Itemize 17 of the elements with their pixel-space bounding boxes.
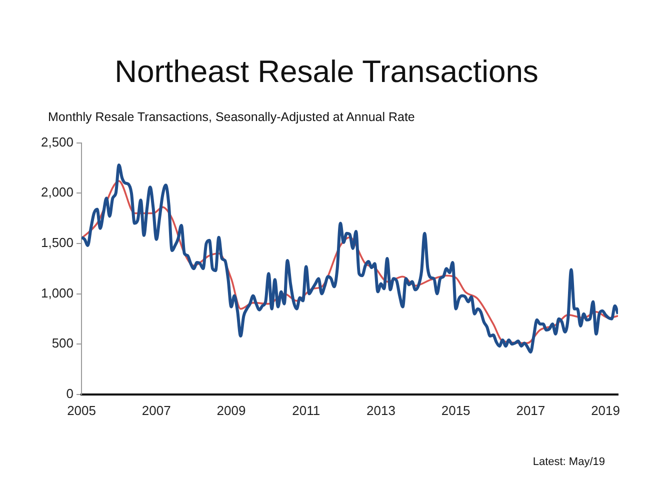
chart-title: Northeast Resale Transactions xyxy=(114,54,540,90)
y-tick-label: 2,500 xyxy=(40,134,74,150)
text: Latest: May/19 xyxy=(532,456,605,468)
y-tick-label: 1,000 xyxy=(40,285,74,300)
x-tick-label: 2009 xyxy=(216,402,246,418)
x-tick-label: 2011 xyxy=(292,402,320,418)
x-tick-label: 2007 xyxy=(142,402,171,418)
x-tick-label: 2013 xyxy=(366,402,396,418)
y-tick-label: 500 xyxy=(52,336,74,351)
x-tick-label: 2019 xyxy=(591,402,620,418)
chart-subtitle: Monthly Resale Transactions, Seasonally-Adjusted at Annual Rate xyxy=(48,110,415,124)
x-tick-label: 2017 xyxy=(516,402,546,418)
y-tick-label: 2,000 xyxy=(40,184,74,200)
x-tick-label: 2005 xyxy=(67,402,96,418)
y-tick-label: 0 xyxy=(66,386,74,401)
y-tick-label: 1,500 xyxy=(40,235,74,250)
x-tick-label: 2015 xyxy=(441,402,470,418)
